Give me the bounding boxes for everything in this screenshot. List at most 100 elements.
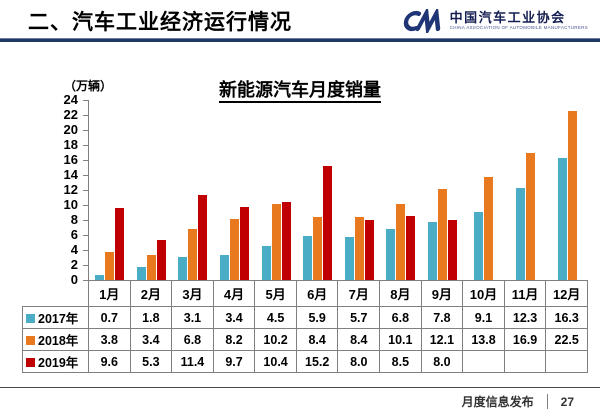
bar-group-m2 bbox=[131, 100, 173, 280]
month-header-1: 1月 bbox=[88, 280, 131, 307]
y-axis-unit-label: （万辆） bbox=[64, 79, 113, 93]
header: 二、汽车工业经济运行情况 中国汽车工业协会 CHINA ASSOCIATION … bbox=[0, 0, 600, 38]
bar-2019-m1 bbox=[115, 208, 125, 280]
y-tick-label-10: 10 bbox=[63, 197, 78, 212]
cell-2018-m8: 10.1 bbox=[379, 328, 422, 351]
bar-plot bbox=[89, 100, 588, 280]
cell-2017-m10: 9.1 bbox=[462, 306, 505, 329]
bar-2017-m4 bbox=[220, 254, 230, 280]
table-corner-cell bbox=[23, 281, 89, 307]
footer: 月度信息发布 27 bbox=[462, 393, 574, 410]
bar-2019-m6 bbox=[323, 166, 333, 280]
cell-2019-m10 bbox=[462, 350, 505, 373]
bar-2017-m9 bbox=[427, 221, 437, 280]
bar-2018-m8 bbox=[396, 204, 406, 280]
bar-2017-m3 bbox=[178, 256, 188, 280]
cell-2019-m1: 9.6 bbox=[88, 350, 131, 373]
cell-2018-m12: 22.5 bbox=[545, 328, 588, 351]
data-table: 1月 2月 3月 4月 5月 6月 7月 8月 9月 10月 11月 12月 2017年 0.7 1.8 3.… bbox=[22, 280, 588, 373]
bar-2018-m1 bbox=[105, 251, 115, 280]
caam-monogram-icon bbox=[403, 9, 440, 33]
cell-2019-m8: 8.5 bbox=[379, 350, 422, 373]
bar-2018-m2 bbox=[146, 254, 156, 280]
chart-title: 新能源汽车月度销量 bbox=[0, 76, 600, 103]
month-header-9: 9月 bbox=[420, 280, 464, 307]
month-header-3: 3月 bbox=[171, 280, 214, 307]
cell-2017-m1: 0.7 bbox=[88, 306, 131, 329]
cell-2017-m5: 4.5 bbox=[254, 306, 297, 329]
cell-2019-m11 bbox=[503, 350, 547, 373]
cell-2018-m7: 8.4 bbox=[337, 328, 381, 351]
bar-2018-m4 bbox=[230, 218, 240, 280]
header-divider-line bbox=[0, 38, 600, 42]
y-tick-label-20: 20 bbox=[63, 122, 78, 137]
bar-group-m6 bbox=[297, 100, 339, 280]
bar-group-m4 bbox=[214, 100, 256, 280]
cell-2019-m2: 5.3 bbox=[129, 350, 173, 373]
bar-2018-m9 bbox=[437, 189, 447, 280]
bar-2018-m11 bbox=[526, 153, 536, 280]
y-tick-label-16: 16 bbox=[63, 152, 78, 167]
bar-group-m5 bbox=[255, 100, 297, 280]
cell-2017-m6: 5.9 bbox=[295, 306, 339, 329]
y-tick-label-4: 4 bbox=[70, 242, 78, 257]
bar-2018-m12 bbox=[567, 111, 577, 280]
legend-swatch-2017 bbox=[26, 314, 35, 323]
bar-2017-m10 bbox=[474, 211, 484, 280]
cell-2017-m12: 16.3 bbox=[545, 306, 588, 329]
bar-group-m12 bbox=[546, 100, 588, 280]
cell-2019-m12 bbox=[545, 350, 588, 373]
cell-2018-m10: 13.8 bbox=[462, 328, 505, 351]
bar-2019-m7 bbox=[364, 220, 374, 280]
bar-group-m9 bbox=[422, 100, 464, 280]
month-header-row: 1月 2月 3月 4月 5月 6月 7月 8月 9月 10月 11月 12月 bbox=[23, 280, 588, 307]
cell-2017-m9: 7.8 bbox=[420, 306, 464, 329]
legend-cell-2017: 2017年 bbox=[22, 306, 89, 329]
footer-vertical-divider bbox=[546, 394, 548, 409]
cell-2017-m11: 12.3 bbox=[503, 306, 547, 329]
month-header-7: 7月 bbox=[337, 280, 381, 307]
month-header-12: 12月 bbox=[545, 280, 588, 307]
bar-2018-m10 bbox=[484, 176, 494, 280]
cell-2017-m3: 3.1 bbox=[171, 306, 214, 329]
month-header-5: 5月 bbox=[254, 280, 297, 307]
cell-2019-m7: 8.0 bbox=[337, 350, 381, 373]
cell-2018-m2: 3.4 bbox=[129, 328, 173, 351]
y-tick-label-12: 12 bbox=[63, 182, 78, 197]
org-logo: 中国汽车工业协会 CHINA ASSOCIATION OF AUTOMOBILE… bbox=[399, 9, 588, 33]
cell-2019-m4: 9.7 bbox=[212, 350, 256, 373]
legend-cell-2018: 2018年 bbox=[22, 328, 89, 351]
cell-2019-m9: 8.0 bbox=[420, 350, 464, 373]
bar-2017-m11 bbox=[516, 187, 526, 280]
page-number: 27 bbox=[560, 394, 574, 409]
month-header-6: 6月 bbox=[295, 280, 339, 307]
cell-2018-m9: 12.1 bbox=[420, 328, 464, 351]
cell-2018-m4: 8.2 bbox=[212, 328, 256, 351]
bar-2017-m5 bbox=[261, 246, 271, 280]
y-tick-label-14: 14 bbox=[63, 167, 78, 182]
bar-2017-m1 bbox=[95, 274, 105, 280]
bar-2018-m7 bbox=[354, 217, 364, 280]
month-header-2: 2月 bbox=[129, 280, 173, 307]
bar-group-m1 bbox=[89, 100, 131, 280]
bar-group-m8 bbox=[380, 100, 422, 280]
cell-2019-m6: 15.2 bbox=[295, 350, 339, 373]
bar-2017-m6 bbox=[303, 235, 313, 280]
month-header-8: 8月 bbox=[379, 280, 422, 307]
month-header-10: 10月 bbox=[462, 280, 505, 307]
bar-2017-m2 bbox=[136, 266, 146, 280]
bar-group-m3 bbox=[172, 100, 214, 280]
cell-2019-m5: 10.4 bbox=[254, 350, 297, 373]
footer-label: 月度信息发布 bbox=[461, 395, 534, 409]
bar-2019-m5 bbox=[281, 202, 291, 280]
bar-2019-m4 bbox=[240, 207, 250, 280]
bar-2019-m3 bbox=[198, 194, 208, 280]
legend-swatch-2018 bbox=[26, 336, 35, 345]
bar-2019-m9 bbox=[447, 220, 457, 280]
org-name-en: CHINA ASSOCIATION OF AUTOMOBILE MANUFACT… bbox=[449, 25, 588, 31]
bar-2017-m8 bbox=[386, 229, 396, 280]
y-tick-label-22: 22 bbox=[63, 107, 78, 122]
cell-2018-m5: 10.2 bbox=[254, 328, 297, 351]
table-row-2018: 2018年 3.8 3.4 6.8 8.2 10.2 8.4 8.4 10.1 12.1 13.8 1… bbox=[22, 328, 588, 351]
cell-2018-m3: 6.8 bbox=[171, 328, 214, 351]
